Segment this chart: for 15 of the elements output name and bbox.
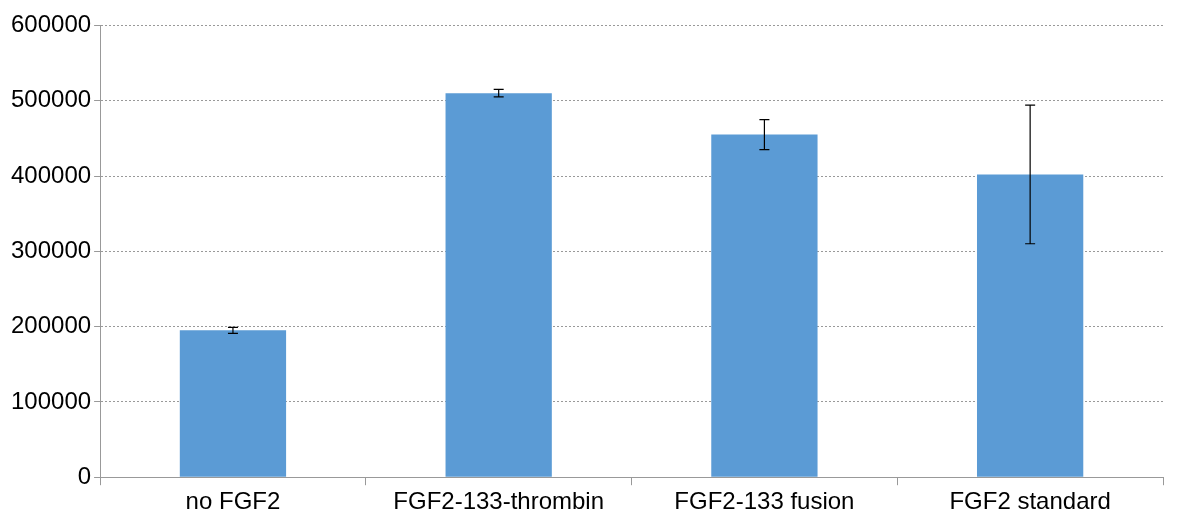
x-tick-label: no FGF2 [185,487,281,515]
y-tick-label: 0 [77,461,92,489]
bar [179,330,287,477]
bar [976,174,1084,477]
x-tick-label: FGF2-133-thrombin [393,487,605,515]
x-tick-label: FGF2 standard [949,487,1111,515]
x-tick-label: FGF2-133 fusion [674,487,855,515]
bar [445,93,552,477]
y-tick-label: 200000 [10,311,92,339]
bar [711,134,818,477]
y-tick-label: 100000 [10,386,92,414]
y-tick-label: 600000 [10,10,92,38]
y-tick-label: 400000 [10,160,92,188]
y-tick-label: 300000 [10,235,92,263]
y-tick-label: 500000 [10,85,92,113]
